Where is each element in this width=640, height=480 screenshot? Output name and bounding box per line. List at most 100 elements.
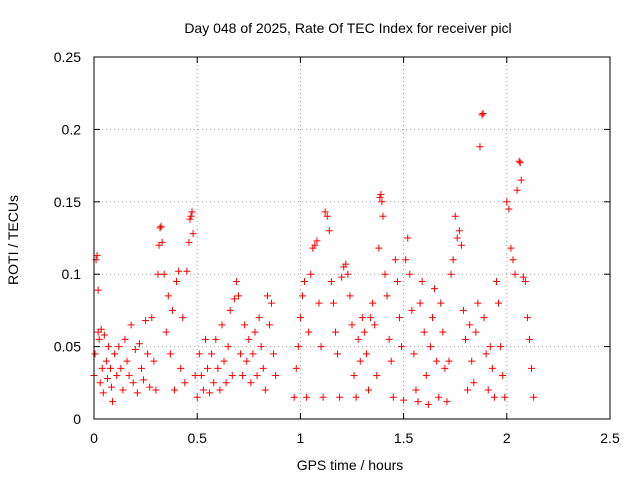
data-point [377, 191, 385, 199]
chart-title: Day 048 of 2025, Rate Of TEC Index for r… [184, 20, 511, 36]
data-point [168, 306, 176, 314]
data-point [486, 343, 494, 351]
data-point [523, 314, 531, 322]
data-point [378, 198, 386, 206]
plot-frame [93, 56, 611, 420]
data-point [329, 299, 337, 307]
data-point [222, 379, 230, 387]
data-point [509, 256, 517, 264]
data-point [385, 335, 393, 343]
data-point [321, 208, 329, 216]
data-point [156, 224, 164, 232]
data-point [474, 299, 482, 307]
data-point [117, 364, 125, 372]
data-point [490, 393, 498, 401]
data-point [170, 386, 178, 394]
data-point [102, 357, 110, 365]
data-point [457, 241, 465, 249]
data-point [239, 372, 247, 380]
data-point [243, 357, 251, 365]
data-point [513, 186, 521, 194]
data-point [507, 244, 515, 252]
data-point [311, 241, 319, 249]
data-point [111, 350, 119, 358]
data-point [127, 321, 135, 329]
data-point [455, 227, 463, 235]
data-point [451, 212, 459, 220]
data-point [187, 212, 195, 220]
data-point [144, 350, 152, 358]
data-point [123, 357, 131, 365]
data-point [157, 222, 165, 230]
data-point [220, 357, 228, 365]
data-point [108, 383, 116, 391]
data-point [270, 350, 278, 358]
data-point [360, 328, 368, 336]
data-point [109, 398, 117, 406]
data-point [146, 383, 154, 391]
data-point [414, 398, 422, 406]
data-point [237, 350, 245, 358]
data-point [212, 335, 220, 343]
data-point [327, 277, 335, 285]
data-point [186, 215, 194, 223]
data-point [479, 109, 487, 117]
data-point [369, 299, 377, 307]
data-point [393, 277, 401, 285]
data-point [188, 208, 196, 216]
grid [94, 57, 610, 419]
data-point [193, 393, 201, 401]
data-point [400, 396, 408, 404]
data-point [301, 277, 309, 285]
x-tick-label: 1.5 [394, 430, 414, 446]
data-point [464, 386, 472, 394]
data-point [431, 285, 439, 293]
data-point [334, 350, 342, 358]
axis-ticks [93, 56, 611, 420]
data-point [93, 251, 101, 259]
data-point [91, 350, 99, 358]
data-point [103, 374, 111, 382]
y-tick-label: 0.15 [54, 194, 81, 210]
data-point [424, 401, 432, 409]
data-point [97, 325, 105, 333]
data-point [154, 270, 162, 278]
data-point [466, 321, 474, 329]
data-point [387, 357, 395, 365]
data-point [230, 295, 238, 303]
data-point [292, 364, 300, 372]
data-point [391, 256, 399, 264]
data-point [484, 386, 492, 394]
data-point [113, 372, 121, 380]
y-axis-title: ROTI / TECUs [5, 195, 21, 285]
data-point [152, 386, 160, 394]
data-point [350, 372, 358, 380]
data-point [204, 364, 212, 372]
data-point [344, 270, 352, 278]
data-point [201, 335, 209, 343]
data-point [199, 386, 207, 394]
data-point [251, 328, 259, 336]
data-point [503, 198, 511, 206]
data-point [443, 398, 451, 406]
y-tick-label: 0.1 [62, 266, 82, 282]
data-point [121, 335, 129, 343]
data-point [418, 277, 426, 285]
data-point [119, 386, 127, 394]
data-point [410, 350, 418, 358]
data-point [439, 328, 447, 336]
data-point [371, 321, 379, 329]
data-point [497, 343, 505, 351]
data-point [150, 357, 158, 365]
data-point [437, 299, 445, 307]
data-point [218, 321, 226, 329]
data-point [488, 364, 496, 372]
data-point [519, 273, 527, 281]
data-point [376, 193, 384, 201]
data-point [315, 299, 323, 307]
data-point [133, 389, 141, 397]
data-point [228, 372, 236, 380]
data-point [94, 286, 102, 294]
data-point [183, 267, 191, 275]
